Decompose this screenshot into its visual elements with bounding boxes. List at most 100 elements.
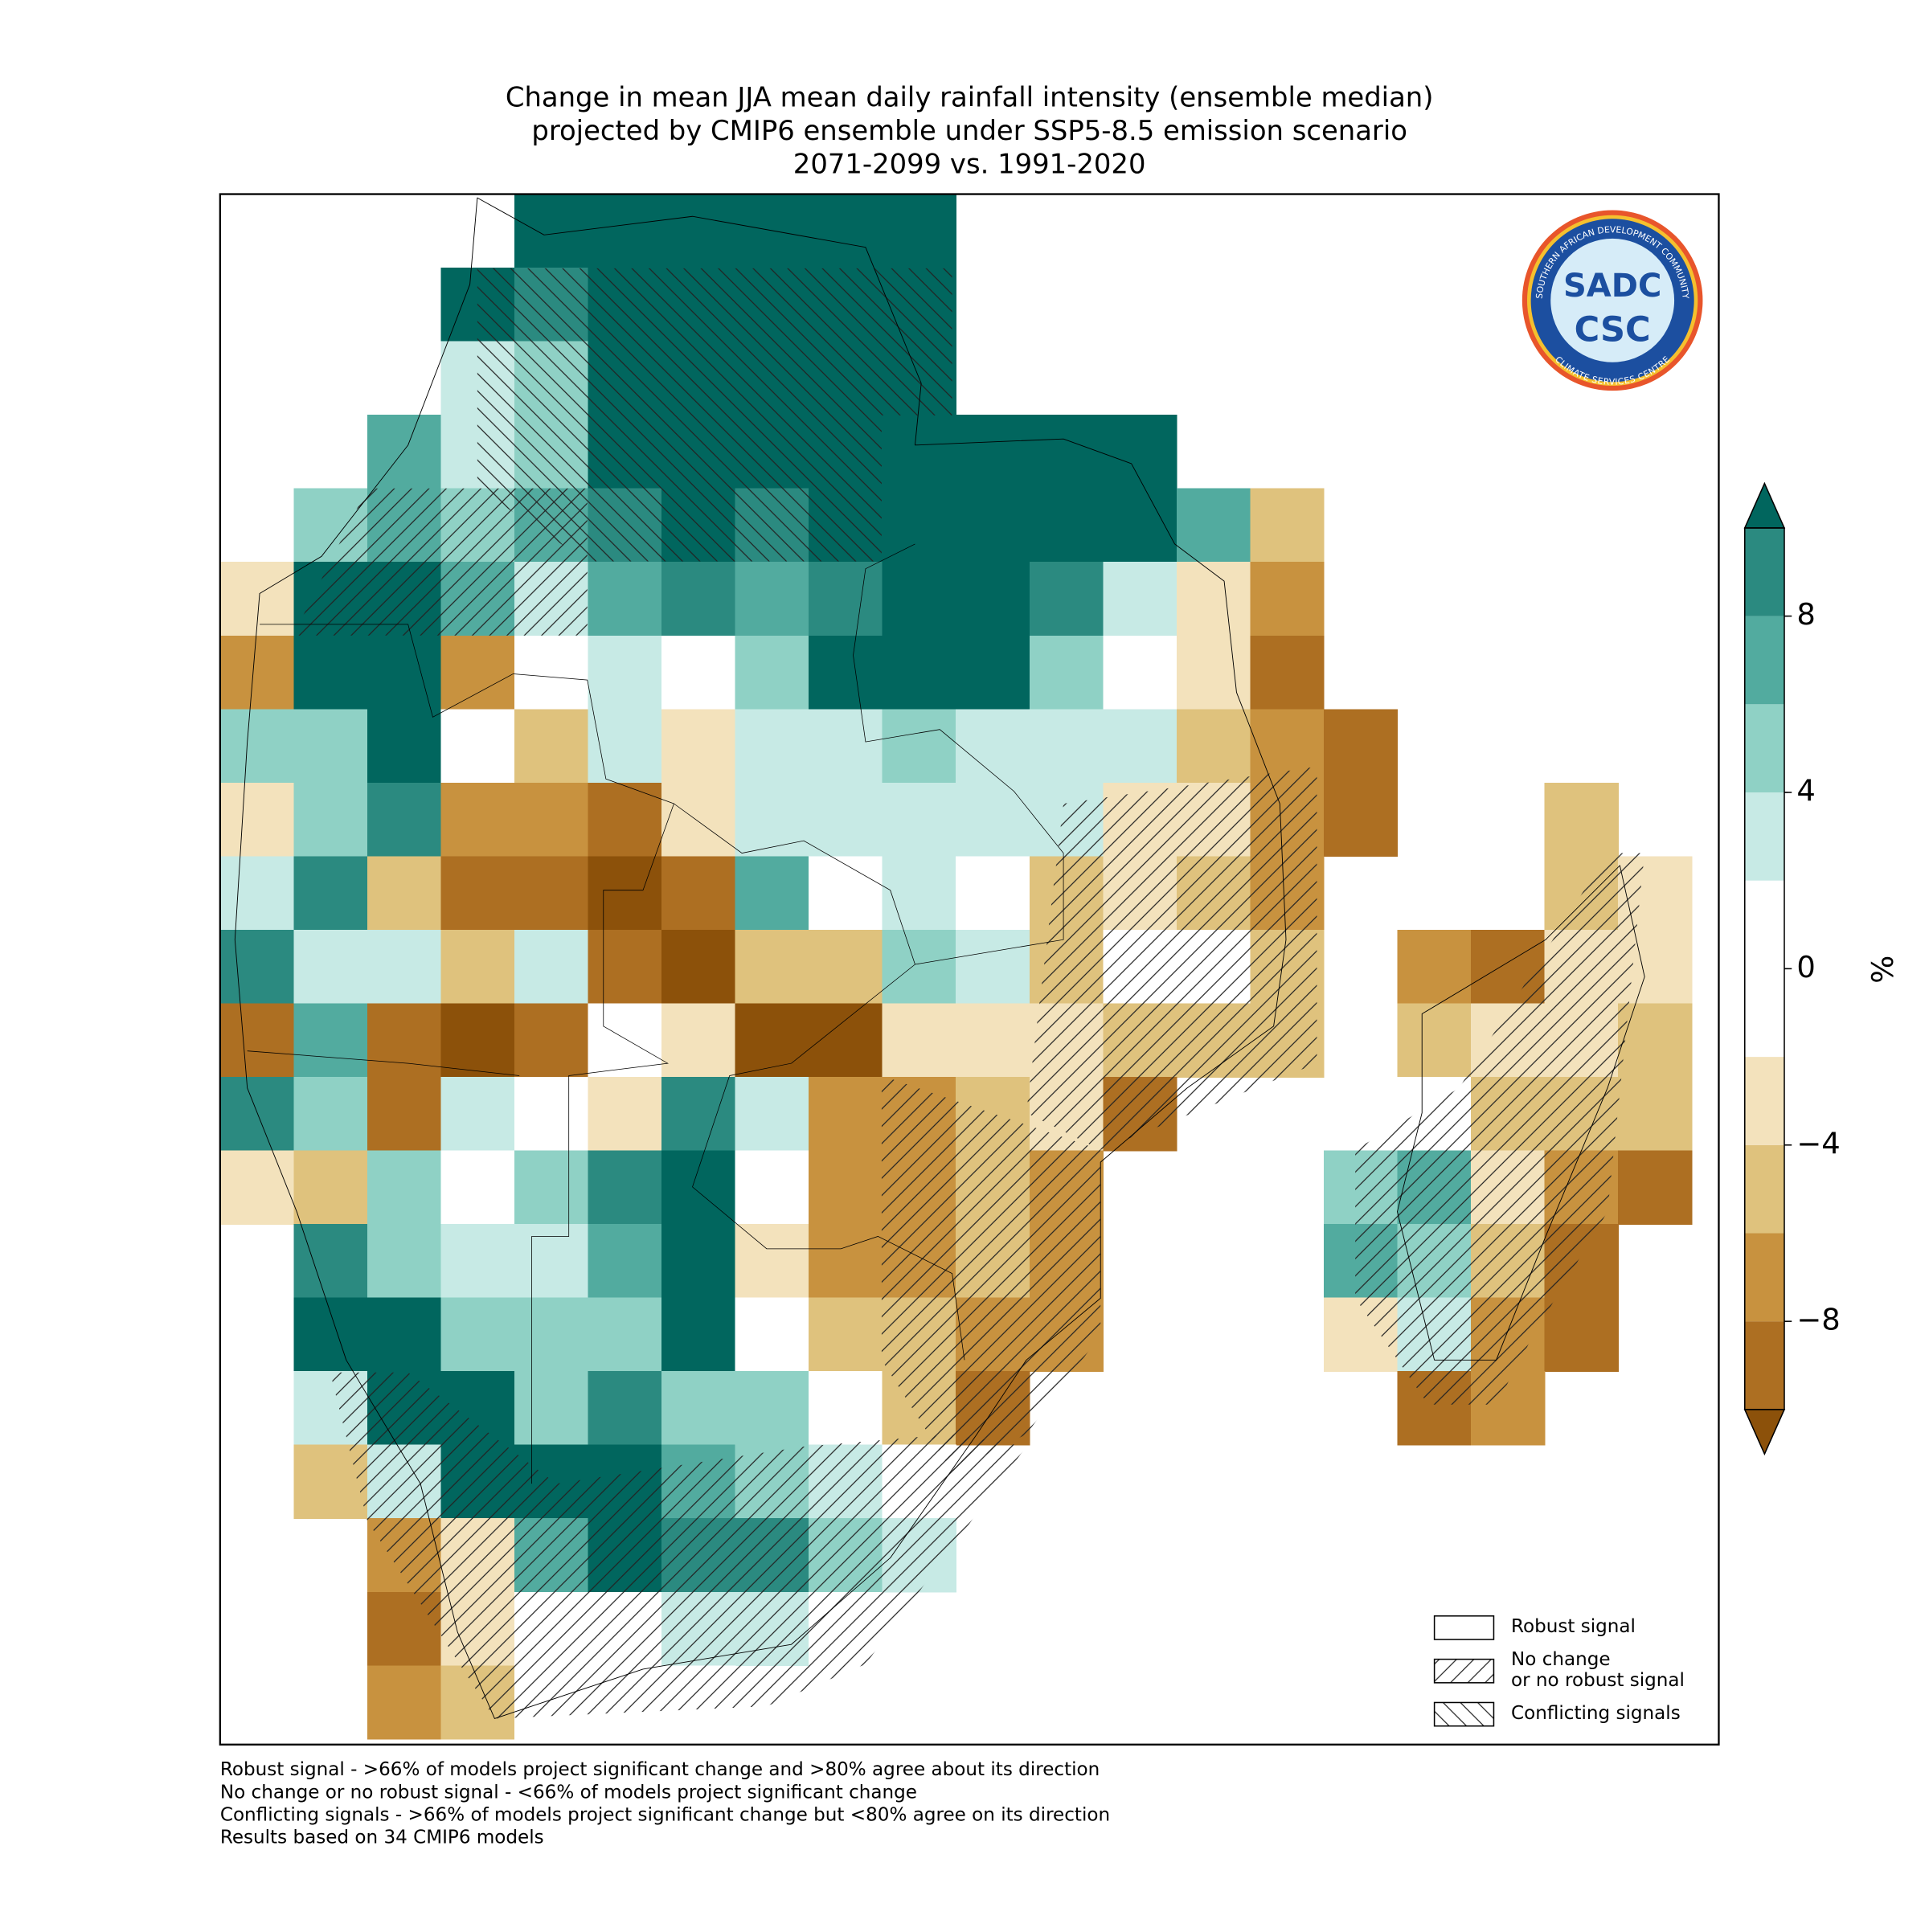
map-cell: [809, 1224, 883, 1299]
map-cell: [735, 562, 809, 636]
colorbar-tick-label: 4: [1796, 774, 1815, 808]
map-cell: [809, 1077, 883, 1152]
map-cell: [1029, 562, 1104, 636]
map-cell: [661, 709, 736, 784]
colorbar-segment: [1744, 1144, 1784, 1234]
colorbar-segment: [1744, 527, 1784, 616]
footnote: Robust signal - >66% of models project s…: [220, 1759, 1100, 1780]
map-cell: [1029, 709, 1104, 784]
map-cell: [882, 415, 956, 489]
map-cell: [440, 1077, 515, 1152]
map-cell: [1103, 635, 1177, 710]
map-cell: [809, 1297, 883, 1372]
colorbar-under: [1743, 1409, 1786, 1456]
colorbar-segment: [1744, 880, 1784, 1058]
map-cell: [514, 1003, 589, 1078]
colorbar-segment: [1744, 792, 1784, 881]
map-cell: [514, 1297, 589, 1372]
logo-name: SADC: [1563, 268, 1661, 305]
map-cell: [1176, 635, 1251, 710]
map-cell: [1250, 562, 1325, 636]
map-cell: [367, 782, 442, 858]
chart-title: Change in mean JJA mean daily rainfall i…: [506, 81, 1434, 113]
map-cell: [661, 782, 736, 858]
map-cell: [661, 1150, 736, 1225]
map-cell: [661, 562, 736, 636]
map-cell: [219, 856, 295, 931]
map-cell: [956, 562, 1030, 636]
map-cell: [293, 635, 368, 710]
legend-label: Robust signal: [1511, 1616, 1636, 1637]
map-cell: [956, 929, 1030, 1005]
map-cell: [514, 635, 589, 710]
map-cell: [219, 1003, 295, 1078]
map-cell: [882, 194, 956, 268]
map-cell: [661, 856, 736, 931]
map-cell: [809, 929, 883, 1005]
map-cell: [1397, 1003, 1472, 1078]
borders: [247, 543, 1064, 1484]
map-cell: [514, 1077, 589, 1152]
map-cell: [735, 709, 809, 784]
map-cell: [661, 1077, 736, 1152]
colorbar-segment: [1744, 1233, 1784, 1322]
map-cell: [1176, 709, 1251, 784]
map-cell: [514, 782, 589, 858]
colorbar-label: %: [1866, 956, 1900, 984]
map-cell: [293, 1297, 368, 1372]
map-cell: [367, 856, 442, 931]
no-change-hatch: [1355, 853, 1645, 1405]
map-cell: [440, 709, 515, 784]
map-cell: [1103, 488, 1177, 563]
map-cell: [882, 635, 956, 710]
map-cell: [367, 635, 442, 710]
map-cell: [367, 1297, 442, 1372]
chart-title: projected by CMIP6 ensemble under SSP5-8…: [531, 115, 1407, 146]
map-cell: [293, 709, 368, 784]
logo: SOUTHERN AFRICAN DEVELOPMENT COMMUNITY C…: [1521, 210, 1703, 391]
map-cell: [588, 1003, 662, 1078]
map-cell: [514, 1224, 589, 1299]
map-cell: [440, 1003, 515, 1078]
map-cell: [735, 1003, 809, 1078]
colorbar-tick-label: −8: [1796, 1303, 1840, 1337]
map-cell: [514, 856, 589, 931]
coastline: [234, 197, 1645, 1719]
map-cell: [1544, 1297, 1619, 1372]
hatch-overlay: [293, 268, 1645, 1719]
title-block: Change in mean JJA mean daily rainfall i…: [506, 81, 1434, 179]
map-cell: [956, 782, 1030, 858]
map-cell: [367, 1077, 442, 1152]
map-cell: [1618, 1077, 1693, 1152]
map-cell: [661, 1224, 736, 1299]
map-cell: [1618, 1150, 1693, 1225]
map-cell: [1029, 415, 1104, 489]
footnotes: Robust signal - >66% of models project s…: [220, 1759, 1110, 1848]
map-cell: [809, 1150, 883, 1225]
map-cell: [219, 1077, 295, 1152]
map-cell: [882, 488, 956, 563]
map-cell: [661, 1003, 736, 1078]
no-change-hatch: [293, 488, 588, 636]
legend-label: or no robust signal: [1511, 1670, 1685, 1691]
map-cell: [809, 782, 883, 858]
map-cell: [440, 635, 515, 710]
map-cell: [1103, 709, 1177, 784]
map-cell: [1176, 562, 1251, 636]
no-change-hatch: [330, 1372, 1026, 1719]
map-cell: [1176, 488, 1251, 563]
legend-swatch: [1433, 1658, 1495, 1684]
map-cell: [809, 194, 883, 268]
map-cell: [809, 562, 883, 636]
map-cell: [293, 782, 368, 858]
map-cell: [956, 488, 1030, 563]
colorbar-tick-label: 0: [1796, 950, 1815, 984]
colorbar-segment: [1744, 1057, 1784, 1145]
legend-label: Conflicting signals: [1511, 1703, 1681, 1724]
map-cell: [1250, 488, 1325, 563]
colorbar-tick-label: 8: [1796, 597, 1815, 632]
map-cell: [882, 856, 956, 931]
